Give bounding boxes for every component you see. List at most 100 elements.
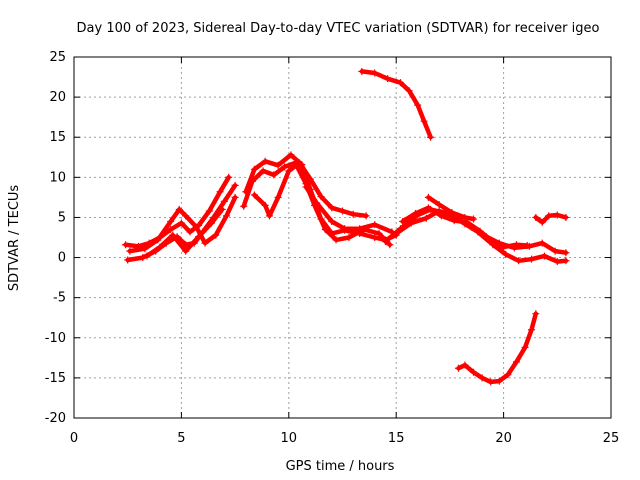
data-point xyxy=(201,239,209,247)
data-point xyxy=(523,242,531,250)
data-point xyxy=(231,193,239,201)
data-point xyxy=(313,199,321,207)
data-point xyxy=(521,343,529,351)
data-point xyxy=(349,210,357,218)
series-layer xyxy=(122,67,570,386)
data-point xyxy=(470,368,478,376)
data-point xyxy=(371,69,379,77)
y-tick-label: -20 xyxy=(45,411,66,426)
data-point xyxy=(265,212,273,220)
data-point xyxy=(562,257,570,265)
data-point xyxy=(182,212,190,220)
data-point xyxy=(362,212,370,220)
data-point xyxy=(478,374,486,382)
data-point xyxy=(141,245,149,253)
data-point xyxy=(169,231,177,239)
data-point xyxy=(175,205,183,213)
x-tick-label: 10 xyxy=(281,431,298,446)
data-point xyxy=(261,201,269,209)
data-point xyxy=(450,217,458,225)
series-track-d xyxy=(143,205,226,260)
axis-ticks: 0 5 10 15 20 25 -20 -15 -10 -5 0 5 10 15 20 25 xyxy=(45,50,620,446)
y-tick-label: 20 xyxy=(49,90,66,105)
data-point xyxy=(306,175,314,183)
data-point xyxy=(405,87,413,95)
data-point xyxy=(205,207,213,215)
data-point xyxy=(225,173,233,181)
data-point xyxy=(356,225,364,233)
data-point xyxy=(553,258,561,266)
data-point xyxy=(220,197,228,205)
data-point xyxy=(545,212,553,220)
data-point xyxy=(339,207,346,215)
data-point xyxy=(396,79,404,87)
y-axis-label: SDTVAR / TECUs xyxy=(7,185,22,292)
data-point xyxy=(528,326,536,334)
data-point xyxy=(328,204,336,212)
series-track-m xyxy=(532,211,570,226)
data-point xyxy=(424,193,432,201)
data-point xyxy=(500,243,508,251)
data-point xyxy=(532,310,540,318)
data-point xyxy=(223,212,231,220)
y-tick-label: -10 xyxy=(45,331,66,346)
series-track-n xyxy=(358,67,435,141)
y-tick-label: 5 xyxy=(58,210,66,225)
data-point xyxy=(512,241,520,249)
data-point xyxy=(167,225,175,233)
y-tick-label: 15 xyxy=(49,130,66,145)
y-tick-label: 10 xyxy=(49,170,66,185)
y-tick-label: 0 xyxy=(58,251,66,266)
data-point xyxy=(512,358,520,366)
data-point xyxy=(296,159,304,167)
data-point xyxy=(454,364,462,372)
data-point xyxy=(259,167,267,175)
data-point xyxy=(476,227,484,235)
data-point xyxy=(281,163,289,171)
data-point xyxy=(192,223,200,231)
x-tick-label: 20 xyxy=(495,431,512,446)
y-tick-label: 25 xyxy=(49,50,66,65)
data-point xyxy=(186,228,194,236)
x-tick-label: 5 xyxy=(177,431,185,446)
data-point xyxy=(487,236,495,244)
y-tick-label: -5 xyxy=(53,291,66,306)
data-point xyxy=(270,171,278,179)
data-point xyxy=(287,151,295,159)
data-point xyxy=(302,183,310,191)
data-point xyxy=(420,117,428,125)
data-point xyxy=(435,201,443,209)
data-point xyxy=(317,193,325,201)
data-point xyxy=(328,217,336,225)
data-point xyxy=(261,157,269,165)
series-track-o xyxy=(454,310,540,386)
data-point xyxy=(412,209,420,217)
data-point xyxy=(218,205,226,213)
data-point xyxy=(195,233,203,241)
data-point xyxy=(487,378,495,386)
data-point xyxy=(540,252,548,260)
data-point xyxy=(414,101,422,109)
data-point xyxy=(156,243,164,251)
data-point xyxy=(386,241,394,249)
data-point xyxy=(371,234,379,241)
data-point xyxy=(321,225,329,233)
data-point xyxy=(124,256,132,264)
x-axis-label: GPS time / hours xyxy=(286,459,395,474)
data-point xyxy=(528,255,536,263)
data-point xyxy=(341,225,349,233)
data-point xyxy=(504,371,512,379)
data-point xyxy=(551,247,559,255)
data-point xyxy=(461,361,469,369)
data-point xyxy=(461,213,469,221)
data-point xyxy=(562,249,570,257)
data-point xyxy=(182,247,190,255)
series-track-g xyxy=(250,159,370,220)
data-point xyxy=(407,219,415,227)
data-point xyxy=(448,209,456,217)
series-track-l xyxy=(424,193,478,223)
data-point xyxy=(399,217,407,225)
data-point xyxy=(274,193,282,201)
data-point xyxy=(207,219,215,227)
data-point xyxy=(427,133,435,141)
